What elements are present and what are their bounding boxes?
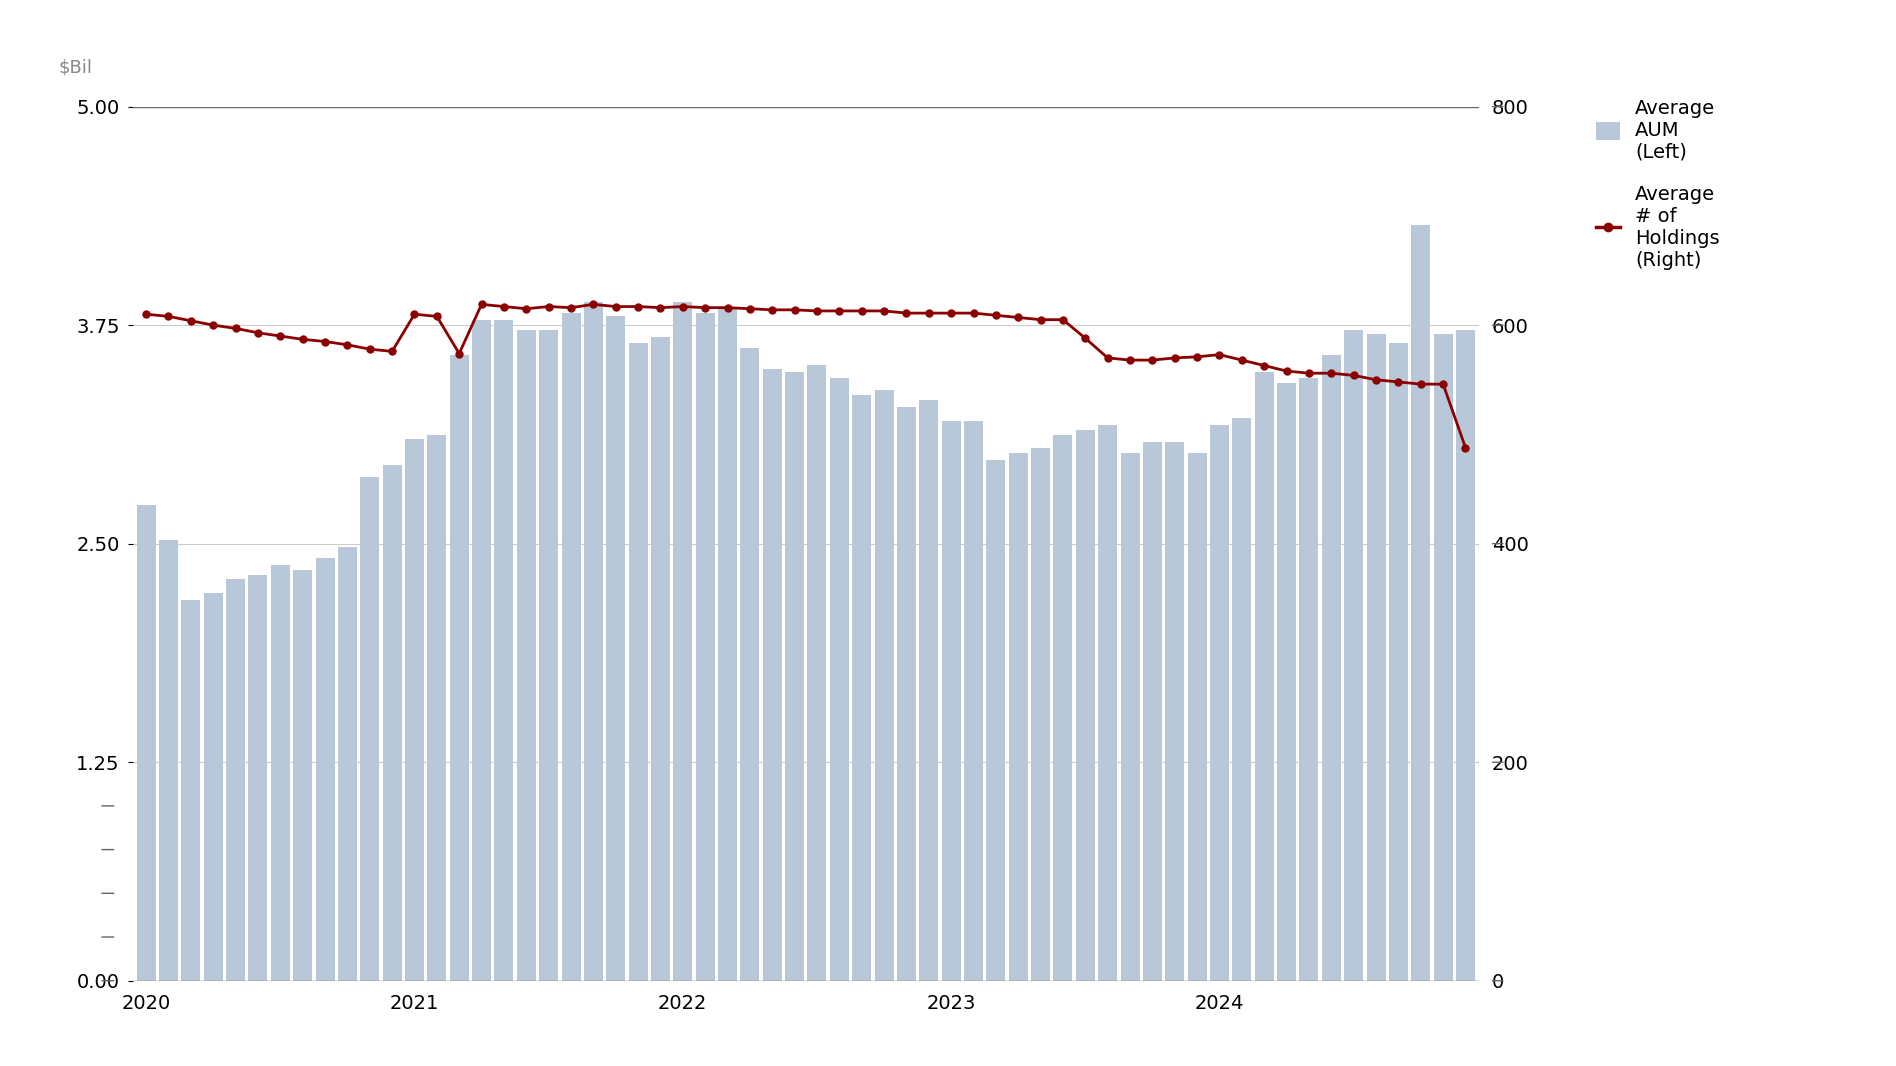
Bar — [696, 313, 715, 981]
Bar — [673, 303, 692, 981]
Bar — [1299, 377, 1318, 981]
Bar — [1367, 334, 1386, 981]
Bar — [1031, 448, 1050, 981]
Bar — [1054, 435, 1073, 981]
Bar — [942, 421, 961, 981]
Bar — [248, 576, 267, 981]
Bar — [1255, 372, 1274, 981]
Bar — [1166, 442, 1185, 981]
Bar — [337, 547, 356, 981]
Bar — [315, 558, 334, 981]
Bar — [1411, 226, 1430, 981]
Bar — [1121, 453, 1139, 981]
Bar — [427, 435, 446, 981]
Bar — [1344, 330, 1363, 981]
Bar — [226, 579, 245, 981]
Bar — [785, 372, 804, 981]
Legend: Average
AUM
(Left), Average
# of
Holdings
(Right): Average AUM (Left), Average # of Holding… — [1596, 99, 1720, 270]
Bar — [203, 593, 222, 981]
Bar — [830, 377, 849, 981]
Bar — [1009, 453, 1028, 981]
Bar — [1322, 355, 1340, 981]
Bar — [472, 320, 491, 981]
Bar — [406, 439, 425, 981]
Bar — [360, 478, 379, 981]
Bar — [920, 401, 939, 981]
Bar — [1456, 330, 1475, 981]
Bar — [159, 540, 178, 981]
Bar — [1210, 424, 1229, 981]
Bar — [719, 308, 738, 981]
Bar — [584, 303, 603, 981]
Bar — [897, 407, 916, 981]
Bar — [874, 390, 893, 981]
Bar — [1433, 334, 1452, 981]
Bar — [851, 395, 870, 981]
Bar — [538, 330, 557, 981]
Bar — [1390, 342, 1409, 981]
Bar — [1143, 442, 1162, 981]
Bar — [271, 565, 290, 981]
Bar — [1278, 383, 1297, 981]
Bar — [629, 342, 648, 981]
Bar — [449, 355, 468, 981]
Bar — [383, 465, 402, 981]
Bar — [650, 337, 669, 981]
Bar — [182, 599, 201, 981]
Bar — [1075, 430, 1094, 981]
Bar — [518, 330, 537, 981]
Bar — [294, 570, 313, 981]
Bar — [762, 369, 781, 981]
Bar — [741, 348, 760, 981]
Bar — [495, 320, 514, 981]
Bar — [137, 505, 155, 981]
Bar — [607, 317, 626, 981]
Bar — [1098, 424, 1117, 981]
Bar — [561, 313, 580, 981]
Bar — [986, 459, 1005, 981]
Bar — [808, 366, 827, 981]
Text: $Bil: $Bil — [59, 58, 93, 76]
Bar — [963, 421, 982, 981]
Bar — [1232, 418, 1251, 981]
Bar — [1187, 453, 1206, 981]
